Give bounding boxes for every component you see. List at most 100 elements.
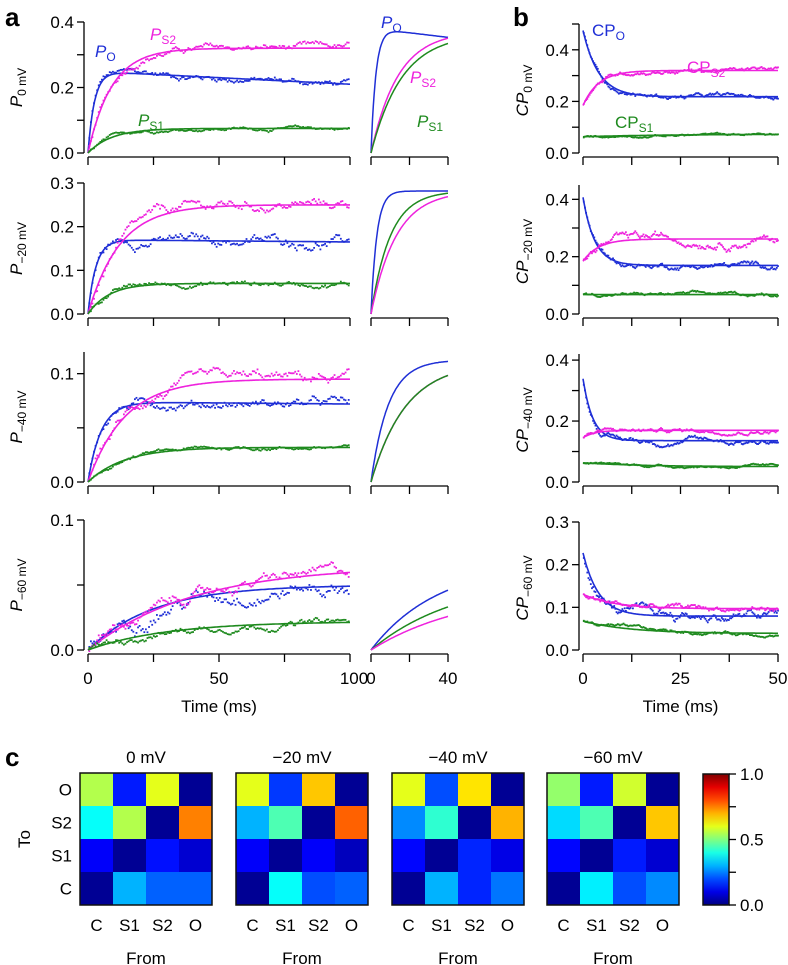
data-point xyxy=(770,635,772,637)
data-point xyxy=(723,466,726,469)
data-point xyxy=(650,465,653,468)
data-point xyxy=(733,263,736,265)
data-point xyxy=(765,235,768,238)
data-point xyxy=(692,435,695,438)
data-point xyxy=(138,131,141,134)
data-point xyxy=(250,238,253,241)
data-point xyxy=(140,131,143,134)
data-point xyxy=(690,604,693,606)
heatmap-cell xyxy=(113,773,146,806)
fit-line-PS2 xyxy=(87,47,350,154)
data-point xyxy=(736,432,738,435)
row-tick-label: O xyxy=(59,781,72,800)
data-point xyxy=(598,624,600,627)
data-point xyxy=(325,286,328,289)
data-point xyxy=(126,285,128,288)
data-point xyxy=(730,466,733,469)
data-point xyxy=(321,285,323,287)
data-point xyxy=(600,429,603,432)
data-point xyxy=(731,245,734,247)
data-point xyxy=(725,434,728,437)
data-point xyxy=(143,640,146,643)
x-axis-title: From xyxy=(438,949,478,965)
y-axis-label: CP0 mV xyxy=(513,65,535,117)
data-point xyxy=(228,403,231,406)
data-point xyxy=(313,395,316,398)
data-point xyxy=(206,42,209,45)
data-point xyxy=(167,391,169,394)
data-point xyxy=(162,237,165,240)
data-point xyxy=(704,618,707,620)
data-point xyxy=(133,640,136,643)
data-point xyxy=(280,592,282,595)
data-point xyxy=(220,590,223,592)
data-point xyxy=(595,461,598,464)
heatmap-cell xyxy=(335,806,368,839)
data-point xyxy=(708,70,710,73)
data-point xyxy=(244,200,246,203)
data-point xyxy=(587,95,590,98)
data-point xyxy=(251,128,254,131)
data-point xyxy=(306,41,309,44)
data-point xyxy=(720,632,723,635)
data-point xyxy=(322,594,325,596)
data-point xyxy=(119,461,122,464)
data-point xyxy=(135,66,138,69)
data-point xyxy=(314,396,317,399)
data-point xyxy=(766,463,769,466)
data-point xyxy=(658,234,661,236)
data-point xyxy=(629,74,632,77)
fit-line-PS2 xyxy=(87,571,351,651)
x-tick-label: 100 xyxy=(340,669,368,688)
data-point xyxy=(632,265,634,268)
data-point xyxy=(777,634,779,637)
data-point xyxy=(746,442,749,444)
data-point xyxy=(206,628,209,630)
data-point xyxy=(703,247,706,250)
data-point xyxy=(305,247,308,249)
data-point xyxy=(270,45,273,48)
panel-a-row: 0.00.10.20.3P−20 mV xyxy=(7,174,449,326)
data-point xyxy=(245,403,248,406)
data-point xyxy=(696,606,699,608)
data-point xyxy=(292,44,295,47)
data-point xyxy=(245,238,248,240)
data-point xyxy=(600,243,603,245)
data-point xyxy=(745,434,748,437)
data-point xyxy=(605,241,607,244)
data-point xyxy=(133,623,136,626)
data-point xyxy=(339,374,342,377)
data-point xyxy=(732,443,735,446)
data-point xyxy=(190,129,193,132)
data-point xyxy=(306,200,309,203)
data-point xyxy=(118,462,121,465)
data-point xyxy=(651,233,654,236)
data-point xyxy=(733,442,736,445)
data-point xyxy=(130,629,133,632)
data-point xyxy=(594,461,597,464)
data-point xyxy=(746,464,749,467)
heatmap-cell xyxy=(547,872,580,905)
heatmap-cell xyxy=(580,839,613,872)
data-point xyxy=(657,463,660,466)
data-point xyxy=(314,242,317,245)
data-point xyxy=(347,444,350,447)
data-point xyxy=(302,621,305,624)
data-points-PS2 xyxy=(88,198,350,313)
data-point xyxy=(644,265,647,268)
data-point xyxy=(275,371,278,374)
data-point xyxy=(141,130,144,133)
data-point xyxy=(704,292,707,295)
data-point xyxy=(685,466,688,469)
data-point xyxy=(284,572,287,574)
panel-letter-b: b xyxy=(513,2,529,32)
data-point xyxy=(734,441,737,444)
data-point xyxy=(115,630,117,633)
data-point xyxy=(225,632,227,635)
data-point xyxy=(608,136,611,139)
data-point xyxy=(726,442,729,445)
data-point xyxy=(685,428,688,431)
data-point xyxy=(664,605,667,608)
data-point xyxy=(302,284,305,287)
data-point xyxy=(156,131,158,134)
